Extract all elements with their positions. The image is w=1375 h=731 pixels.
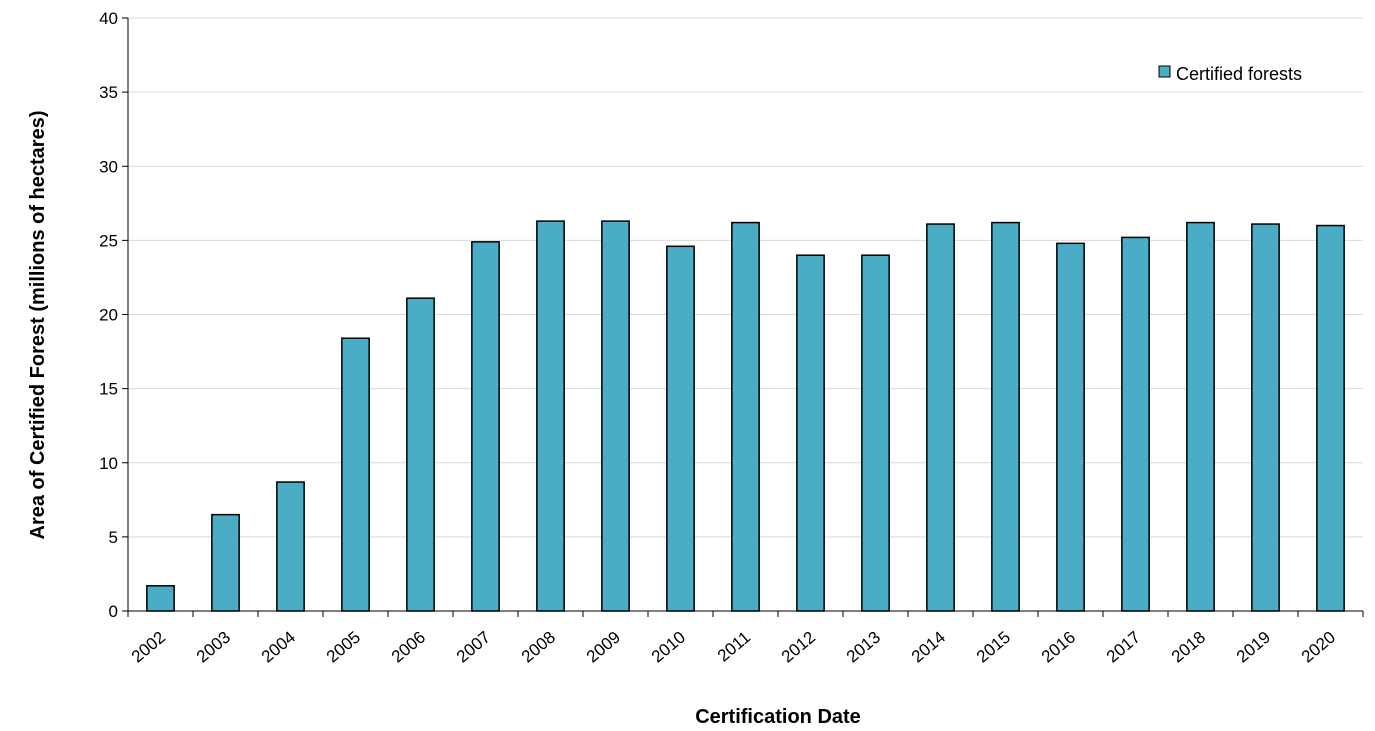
x-tick-label: 2017 — [1103, 628, 1144, 667]
bar-2012 — [796, 254, 825, 612]
x-tick-label: 2006 — [388, 628, 429, 667]
y-tick-labels: 0 5 10 15 20 25 30 35 40 — [99, 9, 118, 621]
x-tick-label: 2015 — [973, 628, 1014, 667]
x-tick-label: 2013 — [843, 628, 884, 667]
bar-2007 — [471, 241, 500, 612]
x-tick-label: 2009 — [583, 628, 624, 667]
legend-label: Certified forests — [1176, 64, 1302, 84]
x-tick-label: 2007 — [453, 628, 494, 667]
legend: Certified forests — [1158, 64, 1302, 84]
y-tick-label: 30 — [99, 157, 118, 176]
y-tick-label: 15 — [99, 380, 118, 399]
x-tick-label: 2004 — [258, 628, 299, 667]
x-tick-label: 2010 — [648, 628, 689, 667]
x-axis-title: Certification Date — [695, 706, 861, 728]
y-axis-title: Area of Certified Forest (millions of he… — [27, 111, 49, 540]
bar-2015 — [991, 221, 1020, 612]
axes — [122, 17, 1364, 617]
bar-2016 — [1056, 242, 1085, 612]
x-tick-label: 2016 — [1038, 628, 1079, 667]
bar-2011 — [731, 221, 760, 612]
y-tick-label: 10 — [99, 454, 118, 473]
x-tick-label: 2014 — [908, 628, 949, 667]
y-tick-label: 20 — [99, 306, 118, 325]
bar-2018 — [1186, 221, 1215, 612]
y-tick-label: 5 — [109, 528, 118, 547]
x-tick-label: 2019 — [1233, 628, 1274, 667]
y-tick-label: 35 — [99, 83, 118, 102]
y-tick-label: 25 — [99, 231, 118, 250]
bar-2005 — [341, 337, 370, 612]
x-tick-label: 2005 — [323, 628, 364, 667]
bar-2008 — [536, 220, 565, 612]
legend-swatch — [1158, 65, 1171, 78]
bars — [146, 220, 1345, 612]
bar-2003 — [211, 513, 240, 612]
bar-2006 — [406, 297, 435, 612]
x-tick-label: 2020 — [1298, 628, 1339, 667]
bar-2004 — [276, 481, 305, 612]
y-tick-label: 0 — [109, 602, 118, 621]
x-tick-label: 2012 — [778, 628, 819, 667]
bar-2019 — [1251, 223, 1280, 612]
bar-2010 — [666, 245, 695, 612]
bar-2013 — [861, 254, 890, 612]
bar-2002 — [146, 585, 175, 612]
x-tick-label: 2018 — [1168, 628, 1209, 667]
bar-2009 — [601, 220, 630, 612]
x-tick-label: 2003 — [193, 628, 234, 667]
bar-2017 — [1121, 236, 1150, 612]
bar-2014 — [926, 223, 955, 612]
x-tick-label: 2002 — [128, 628, 169, 667]
bar-2020 — [1316, 224, 1345, 612]
y-tick-label: 40 — [99, 9, 118, 28]
x-tick-label: 2011 — [714, 628, 754, 666]
x-tick-labels: 2002 2003 2004 2005 2006 2007 2008 2009 2010 2011… — [128, 628, 1339, 667]
x-tick-label: 2008 — [518, 628, 559, 667]
